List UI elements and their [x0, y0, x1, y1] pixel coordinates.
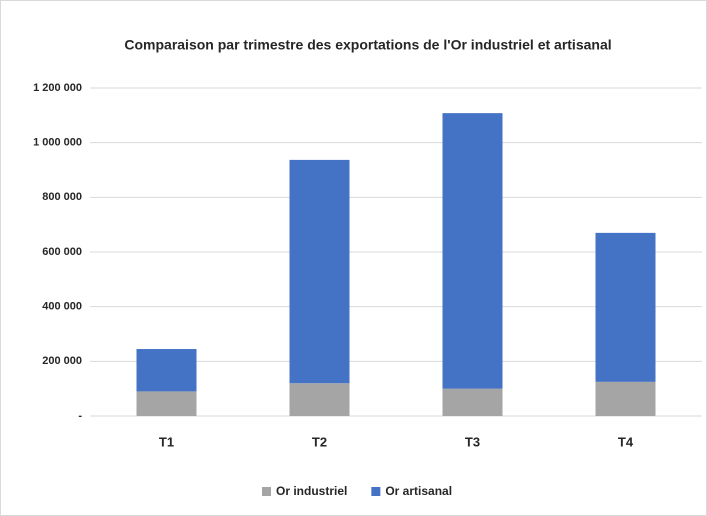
legend-label: Or industriel	[276, 484, 347, 498]
bar-segment	[136, 349, 197, 392]
bar-segment	[289, 383, 350, 416]
bar-segment	[136, 391, 197, 416]
y-tick-label: 800 000	[42, 191, 82, 203]
bar-segment	[442, 113, 503, 389]
y-tick-label: 400 000	[42, 301, 82, 313]
bar-segment	[595, 232, 656, 382]
y-tick-label: 200 000	[42, 355, 82, 367]
bar-segment	[442, 388, 503, 416]
x-tick-label: T4	[618, 434, 634, 449]
y-tick-label: -	[78, 410, 82, 422]
legend-swatch	[371, 487, 381, 496]
legend-label: Or artisanal	[385, 484, 452, 498]
legend-swatch	[262, 487, 271, 496]
x-tick-label: T2	[312, 434, 327, 449]
bar-segment	[289, 159, 350, 384]
y-tick-label: 1 200 000	[33, 82, 82, 94]
chart-title: Comparaison par trimestre des exportatio…	[124, 37, 611, 53]
y-tick-label: 600 000	[42, 246, 82, 258]
x-tick-label: T1	[159, 434, 174, 449]
x-tick-label: T3	[465, 434, 480, 449]
y-tick-label: 1 000 000	[33, 137, 82, 149]
bar-segment	[595, 381, 656, 416]
